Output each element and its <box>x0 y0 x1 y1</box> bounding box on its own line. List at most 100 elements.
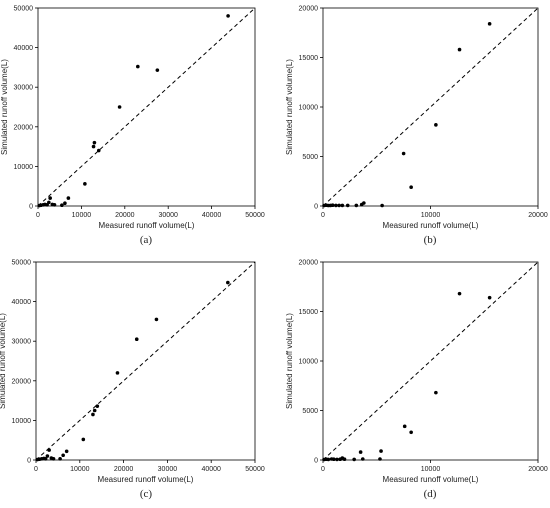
data-point <box>342 457 347 462</box>
panel-1: 0 10000 20000 30000 40000 50000 0 10000 20000 300… <box>0 6 265 247</box>
data-point <box>136 64 140 69</box>
x-tick-label: 20000 <box>115 212 135 219</box>
y-tick-label: 0 <box>314 458 318 465</box>
x-axis-title: Measured runoff volume(L) <box>99 221 195 230</box>
one-to-one-line <box>322 7 539 207</box>
panel-label: (d) <box>424 488 437 500</box>
y-tick-label: 10000 <box>299 359 319 366</box>
x-tick-label: 50000 <box>245 466 265 473</box>
data-point <box>434 123 438 127</box>
data-point <box>92 408 97 413</box>
x-axis-title: Measured runoff volume(L) <box>98 475 194 484</box>
data-point <box>91 144 96 149</box>
data-point <box>330 203 335 208</box>
data-point <box>81 437 86 442</box>
data-point <box>226 14 230 18</box>
data-point <box>83 182 87 186</box>
x-tick-label: 0 <box>321 212 325 219</box>
data-point <box>380 203 384 208</box>
x-axis-title: Measured runoff volume(L) <box>383 221 479 230</box>
data-point <box>45 454 50 458</box>
x-tick-label: 10000 <box>421 212 441 219</box>
x-tick-label: 40000 <box>201 466 221 473</box>
data-point <box>487 22 492 26</box>
data-point <box>335 457 339 462</box>
data-point <box>134 337 139 342</box>
plot-frame <box>37 7 256 207</box>
y-tick-label: 40000 <box>14 45 34 52</box>
y-tick-label: 30000 <box>14 85 34 92</box>
data-point <box>457 291 462 296</box>
one-to-one-line <box>35 261 256 461</box>
x-tick-label: 30000 <box>158 466 178 473</box>
y-tick-label: 0 <box>27 458 31 465</box>
y-tick-label: 10000 <box>299 105 319 112</box>
x-tick-label: 0 <box>321 466 325 473</box>
x-tick-label: 40000 <box>202 212 222 219</box>
data-point <box>92 140 97 145</box>
data-point <box>47 200 51 205</box>
y-tick-label: 0 <box>314 204 318 211</box>
y-axis-title: Simulated runoff volume(L) <box>285 59 294 155</box>
data-point <box>66 196 71 200</box>
x-tick-label: 50000 <box>245 212 265 219</box>
y-tick-label: 15000 <box>299 309 319 316</box>
panel-label: (a) <box>140 234 153 246</box>
y-tick-label: 50000 <box>12 260 32 267</box>
data-point <box>43 457 48 461</box>
one-to-one-line <box>37 7 256 207</box>
data-point <box>434 390 438 395</box>
data-point <box>60 203 64 208</box>
data-point <box>334 203 338 208</box>
data-point <box>96 148 101 153</box>
y-axis-title: Simulated runoff volume(L) <box>0 59 9 155</box>
data-point <box>487 295 492 300</box>
data-point <box>115 371 120 375</box>
data-point <box>47 448 51 452</box>
x-axis-title: Measured runoff volume(L) <box>383 475 479 484</box>
y-tick-label: 0 <box>29 204 33 211</box>
y-tick-label: 20000 <box>299 260 319 267</box>
x-tick-label: 0 <box>34 466 38 473</box>
data-point <box>401 151 406 156</box>
data-point <box>64 449 69 454</box>
x-tick-label: 30000 <box>158 212 178 219</box>
data-point <box>337 203 341 208</box>
data-point <box>402 424 407 429</box>
x-tick-label: 10000 <box>72 212 92 219</box>
data-point <box>378 457 382 461</box>
panel-label: (b) <box>424 234 437 246</box>
data-point <box>154 317 159 322</box>
x-tick-label: 10000 <box>70 466 90 473</box>
data-point <box>331 457 336 462</box>
y-axis-title: Simulated runoff volume(L) <box>0 313 7 409</box>
data-point <box>409 430 413 435</box>
y-tick-label: 20000 <box>14 124 34 131</box>
data-point <box>354 203 359 208</box>
one-to-one-line <box>322 261 539 461</box>
data-point <box>155 68 160 72</box>
panel-3: 0 10000 20000 30000 40000 50000 0 10000 20000 300… <box>0 260 265 501</box>
data-point <box>95 404 100 408</box>
panel-4: 0 10000 20000 0 5000 10000 15000 20000 Measured … <box>285 260 548 501</box>
x-tick-label: 20000 <box>528 466 548 473</box>
x-tick-label: 20000 <box>528 212 548 219</box>
data-point <box>379 449 383 453</box>
y-tick-label: 20000 <box>12 378 32 385</box>
data-point <box>52 203 57 207</box>
data-point <box>48 196 52 200</box>
y-tick-label: 5000 <box>302 408 318 415</box>
y-tick-label: 10000 <box>14 164 34 171</box>
y-tick-label: 50000 <box>14 6 34 13</box>
y-tick-label: 40000 <box>12 299 32 306</box>
x-tick-label: 10000 <box>421 466 441 473</box>
x-tick-label: 20000 <box>114 466 134 473</box>
data-point <box>352 457 356 462</box>
y-tick-label: 5000 <box>302 154 318 161</box>
y-axis-title: Simulated runoff volume(L) <box>285 313 294 409</box>
y-tick-label: 20000 <box>299 6 319 13</box>
data-point <box>326 457 331 462</box>
plot-frame <box>35 261 256 461</box>
data-point <box>91 412 95 417</box>
data-point <box>226 280 230 285</box>
